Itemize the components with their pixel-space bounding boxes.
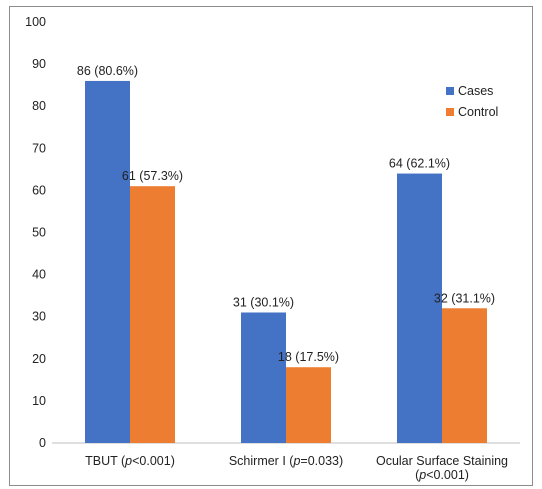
y-tick-label: 70: [32, 141, 46, 155]
x-category-label: TBUT (p<0.001): [85, 454, 175, 468]
y-axis: 0 10 20 30 40 50 60 70 80 90 100: [25, 15, 46, 450]
legend-swatch-control: [446, 108, 454, 116]
data-label: 31 (30.1%): [233, 295, 294, 309]
bar-cases-0: [85, 80, 130, 443]
legend-label-control: Control: [458, 105, 498, 119]
data-label: 86 (80.6%): [77, 64, 138, 78]
y-tick-label: 50: [32, 226, 46, 240]
x-category-label: Ocular Surface Staining (p<0.001): [376, 454, 508, 482]
cat-prefix: (: [415, 468, 420, 482]
cat-prefix: Schirmer I (: [229, 454, 294, 468]
legend: Cases Control: [446, 84, 498, 119]
y-tick-label: 80: [32, 99, 46, 113]
cat-italic: p: [418, 468, 426, 482]
legend-swatch-cases: [446, 87, 454, 95]
y-tick-label: 0: [39, 436, 46, 450]
bar-control-2: [442, 308, 487, 443]
cat-italic: p: [292, 454, 300, 468]
x-axis: TBUT (p<0.001) Schirmer I (p=0.033) Ocular…: [85, 454, 508, 482]
data-labels: 86 (80.6%) 61 (57.3%) 31 (30.1%) 18 (17.5%)…: [77, 64, 495, 364]
data-label: 18 (17.5%): [278, 350, 339, 364]
bars: [85, 80, 487, 443]
y-tick-label: 60: [32, 183, 46, 197]
bar-control-0: [130, 186, 175, 443]
legend-label-cases: Cases: [458, 84, 493, 98]
y-tick-label: 90: [32, 57, 46, 71]
y-tick-label: 30: [32, 310, 46, 324]
x-category-label-line1: Ocular Surface Staining: [376, 454, 508, 468]
bar-control-1: [286, 367, 331, 443]
cat-suffix: <0.001): [426, 468, 469, 482]
cat-prefix: TBUT (: [85, 454, 126, 468]
bar-cases-2: [397, 173, 442, 443]
y-tick-label: 40: [32, 268, 46, 282]
data-label: 64 (62.1%): [389, 157, 450, 171]
cat-suffix: <0.001): [132, 454, 175, 468]
x-category-label-line2: (p<0.001): [415, 468, 469, 482]
cat-italic: p: [124, 454, 132, 468]
y-tick-label: 20: [32, 352, 46, 366]
y-tick-label: 100: [25, 15, 46, 29]
bar-cases-1: [241, 312, 286, 443]
data-label: 32 (31.1%): [434, 291, 495, 305]
x-category-label: Schirmer I (p=0.033): [229, 454, 343, 468]
y-tick-label: 10: [32, 394, 46, 408]
cat-suffix: =0.033): [300, 454, 343, 468]
data-label: 61 (57.3%): [122, 169, 183, 183]
